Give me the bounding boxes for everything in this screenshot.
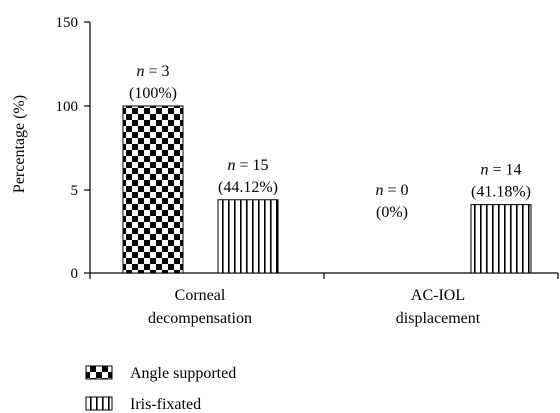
data-labels: n = 3 (100%) n = 0 (0%) n = 15 (44.12%) n = 14… bbox=[129, 63, 531, 221]
category-label: decompensation bbox=[148, 310, 252, 327]
legend-label-iris-fixated: Iris-fixated bbox=[130, 396, 201, 413]
data-label-percent: (100%) bbox=[129, 85, 177, 102]
data-label-n: n = 0 bbox=[375, 182, 408, 199]
legend-swatch-angle-supported bbox=[85, 365, 113, 380]
bar bbox=[217, 199, 279, 274]
legend-swatch-iris-fixated bbox=[85, 396, 113, 411]
y-tick-label: 100 bbox=[56, 99, 79, 115]
bars bbox=[122, 105, 532, 274]
y-tick-label: 0 bbox=[71, 266, 79, 282]
data-label-n: n = 14 bbox=[480, 162, 521, 179]
legend: Angle supported Iris-fixated bbox=[85, 365, 236, 413]
data-label-percent: (44.12%) bbox=[218, 179, 278, 196]
y-axis-label: Percentage (%) bbox=[11, 95, 28, 193]
category-label: Corneal bbox=[175, 287, 226, 304]
data-label-n: n = 3 bbox=[136, 63, 169, 80]
y-tick-label: 5 bbox=[71, 183, 79, 199]
legend-label-angle-supported: Angle supported bbox=[130, 365, 236, 382]
data-label-percent: (41.18%) bbox=[471, 184, 531, 201]
data-label-n: n = 15 bbox=[227, 157, 268, 174]
y-tick-label: 150 bbox=[56, 15, 79, 31]
bar bbox=[470, 204, 532, 274]
data-label-percent: (0%) bbox=[376, 204, 408, 221]
category-label: displacement bbox=[396, 310, 481, 327]
category-label: AC-IOL bbox=[411, 287, 465, 304]
bar bbox=[122, 105, 184, 274]
